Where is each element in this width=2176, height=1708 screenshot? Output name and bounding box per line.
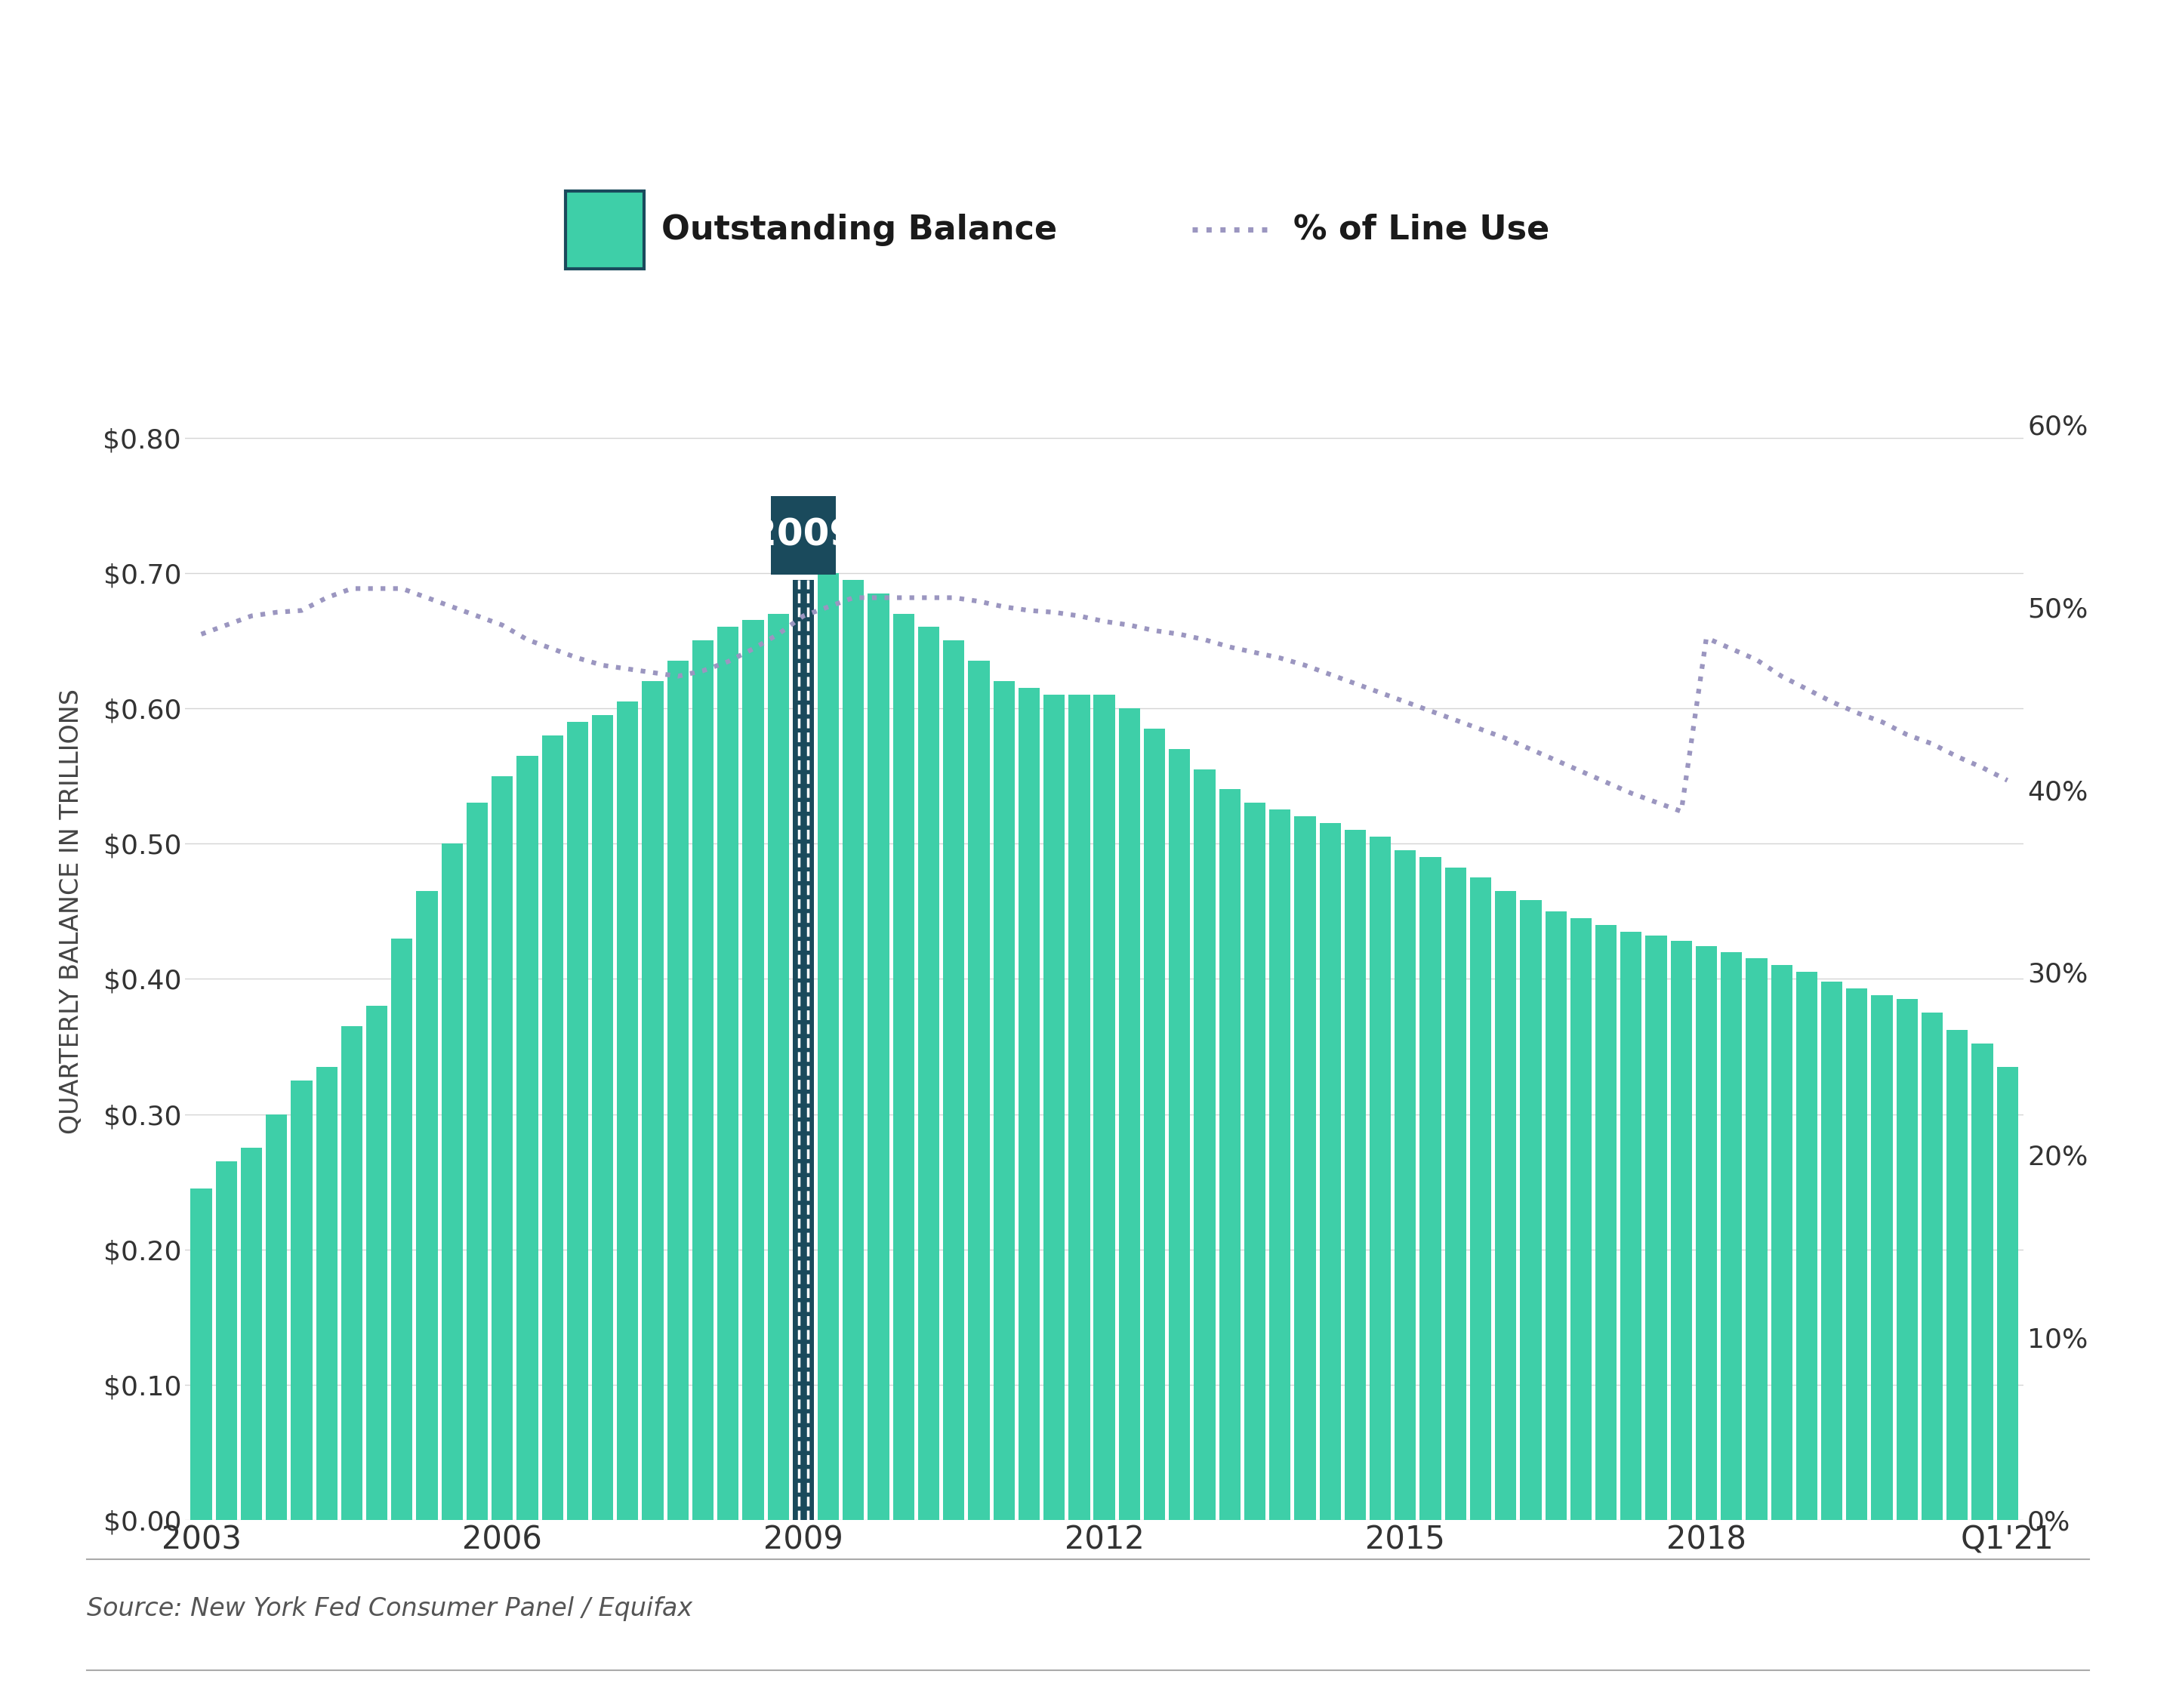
Bar [1419, 857, 1441, 1520]
Bar [1319, 823, 1340, 1520]
Bar [1145, 729, 1164, 1520]
Bar [1395, 851, 1417, 1520]
Bar [1571, 917, 1591, 1520]
Bar [1118, 709, 1140, 1520]
Bar [265, 1114, 287, 1520]
Bar [868, 593, 890, 1520]
Bar [442, 844, 463, 1520]
Bar [1998, 1068, 2017, 1520]
Bar [918, 627, 940, 1520]
Bar [1621, 931, 1641, 1520]
Bar [392, 938, 413, 1520]
Bar [642, 681, 664, 1520]
Bar [1295, 816, 1316, 1520]
Bar [618, 702, 638, 1520]
Bar [842, 579, 864, 1520]
Y-axis label: QUARTERLY BALANCE IN TRILLIONS: QUARTERLY BALANCE IN TRILLIONS [59, 688, 85, 1134]
Bar [1018, 688, 1040, 1520]
Bar [792, 579, 814, 1520]
Bar [1921, 1013, 1943, 1520]
Bar [316, 1068, 337, 1520]
Bar [1545, 910, 1567, 1520]
Bar [1195, 769, 1216, 1520]
Bar [1269, 810, 1290, 1520]
FancyBboxPatch shape [770, 495, 836, 574]
Bar [1345, 830, 1367, 1520]
Bar [1044, 695, 1064, 1520]
Bar [742, 620, 764, 1520]
Bar [1948, 1030, 1967, 1520]
Bar [1369, 837, 1390, 1520]
Text: HELOC MACRO TRENDS: BALANCE DECLINE OVER TIME: HELOC MACRO TRENDS: BALANCE DECLINE OVER… [61, 56, 1919, 116]
Bar [242, 1148, 261, 1520]
Bar [1895, 999, 1917, 1520]
Bar [592, 716, 614, 1520]
Bar [1495, 892, 1517, 1520]
Bar [1771, 965, 1793, 1520]
Text: Outstanding Balance: Outstanding Balance [662, 214, 1058, 246]
Bar [1695, 946, 1717, 1520]
Bar [1471, 878, 1491, 1520]
Bar [1068, 695, 1090, 1520]
Text: % of Line Use: % of Line Use [1293, 214, 1549, 246]
Bar [1645, 936, 1667, 1520]
Bar [1871, 996, 1893, 1520]
Bar [542, 736, 564, 1520]
Bar [416, 892, 437, 1520]
Bar [1745, 958, 1767, 1520]
Bar [366, 1006, 387, 1520]
Bar [215, 1161, 237, 1520]
Bar [992, 681, 1014, 1520]
Bar [768, 613, 790, 1520]
Bar [1845, 989, 1867, 1520]
Bar [1219, 789, 1240, 1520]
Bar [1095, 695, 1114, 1520]
Text: Source: New York Fed Consumer Panel / Equifax: Source: New York Fed Consumer Panel / Eq… [87, 1597, 692, 1621]
Bar [1245, 803, 1266, 1520]
Bar [892, 613, 914, 1520]
Bar [292, 1081, 313, 1520]
Bar [818, 572, 840, 1520]
FancyBboxPatch shape [566, 191, 644, 268]
Bar [1521, 900, 1541, 1520]
Bar [1971, 1044, 1993, 1520]
Bar [466, 803, 487, 1520]
Bar [342, 1027, 363, 1520]
Bar [1445, 868, 1467, 1520]
Bar [718, 627, 738, 1520]
Bar [492, 775, 514, 1520]
Bar [1595, 924, 1617, 1520]
Bar [1795, 972, 1817, 1520]
Bar [968, 661, 990, 1520]
Bar [692, 640, 714, 1520]
Bar [568, 722, 588, 1520]
Bar [1721, 951, 1743, 1520]
Bar [1821, 982, 1843, 1520]
Bar [1671, 941, 1693, 1520]
Text: 2009: 2009 [751, 518, 855, 553]
Bar [1169, 748, 1190, 1520]
Bar [191, 1189, 211, 1520]
Bar [516, 755, 537, 1520]
Bar [942, 640, 964, 1520]
Bar [668, 661, 688, 1520]
